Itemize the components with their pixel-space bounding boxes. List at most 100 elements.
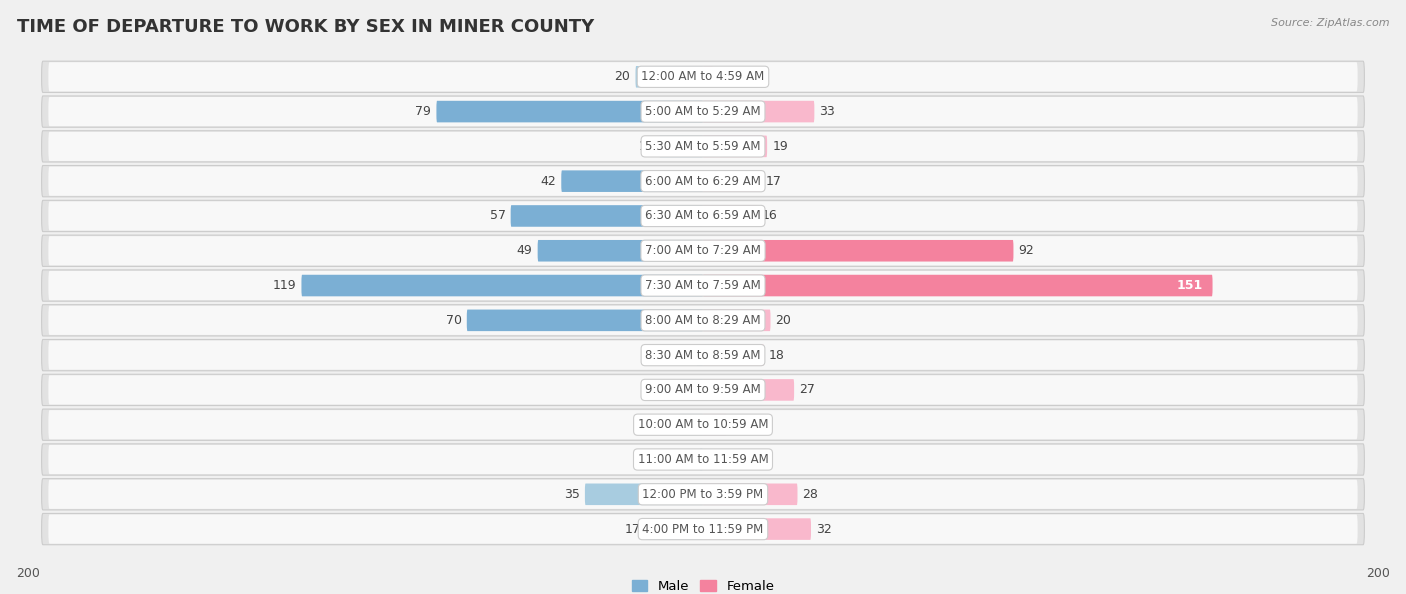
FancyBboxPatch shape: [42, 340, 1364, 371]
Text: 5:30 AM to 5:59 AM: 5:30 AM to 5:59 AM: [645, 140, 761, 153]
FancyBboxPatch shape: [703, 135, 768, 157]
Text: 200: 200: [17, 567, 39, 580]
FancyBboxPatch shape: [703, 309, 770, 331]
Text: 200: 200: [1367, 567, 1389, 580]
Text: 79: 79: [416, 105, 432, 118]
FancyBboxPatch shape: [42, 61, 1364, 93]
Text: 151: 151: [1177, 279, 1202, 292]
FancyBboxPatch shape: [42, 131, 1364, 162]
FancyBboxPatch shape: [679, 414, 703, 435]
FancyBboxPatch shape: [703, 66, 713, 87]
Text: 7:00 AM to 7:29 AM: 7:00 AM to 7:29 AM: [645, 244, 761, 257]
FancyBboxPatch shape: [48, 97, 1358, 126]
Text: 70: 70: [446, 314, 461, 327]
FancyBboxPatch shape: [48, 514, 1358, 544]
FancyBboxPatch shape: [703, 170, 761, 192]
FancyBboxPatch shape: [301, 275, 703, 296]
FancyBboxPatch shape: [703, 240, 1014, 261]
FancyBboxPatch shape: [42, 409, 1364, 440]
Text: 57: 57: [489, 210, 506, 223]
FancyBboxPatch shape: [703, 519, 811, 540]
Text: 1: 1: [686, 453, 695, 466]
Text: 8:00 AM to 8:29 AM: 8:00 AM to 8:29 AM: [645, 314, 761, 327]
Text: 17: 17: [765, 175, 782, 188]
FancyBboxPatch shape: [561, 170, 703, 192]
Text: 6:30 AM to 6:59 AM: 6:30 AM to 6:59 AM: [645, 210, 761, 223]
Text: 8:30 AM to 8:59 AM: 8:30 AM to 8:59 AM: [645, 349, 761, 362]
FancyBboxPatch shape: [48, 340, 1358, 369]
FancyBboxPatch shape: [48, 62, 1358, 91]
Text: 49: 49: [517, 244, 533, 257]
Text: 42: 42: [540, 175, 557, 188]
FancyBboxPatch shape: [696, 345, 703, 366]
Text: 6:00 AM to 6:29 AM: 6:00 AM to 6:29 AM: [645, 175, 761, 188]
FancyBboxPatch shape: [703, 345, 763, 366]
Text: 35: 35: [564, 488, 579, 501]
FancyBboxPatch shape: [679, 379, 703, 401]
FancyBboxPatch shape: [48, 480, 1358, 509]
Text: 0: 0: [709, 453, 716, 466]
Text: 5:00 AM to 5:29 AM: 5:00 AM to 5:29 AM: [645, 105, 761, 118]
FancyBboxPatch shape: [48, 201, 1358, 230]
Text: 20: 20: [614, 70, 630, 83]
FancyBboxPatch shape: [42, 513, 1364, 545]
Text: 7:30 AM to 7:59 AM: 7:30 AM to 7:59 AM: [645, 279, 761, 292]
Text: 19: 19: [772, 140, 787, 153]
Text: 119: 119: [273, 279, 297, 292]
FancyBboxPatch shape: [48, 236, 1358, 266]
Text: 4:00 PM to 11:59 PM: 4:00 PM to 11:59 PM: [643, 523, 763, 536]
FancyBboxPatch shape: [48, 166, 1358, 196]
FancyBboxPatch shape: [703, 275, 1212, 296]
Text: 17: 17: [624, 523, 641, 536]
FancyBboxPatch shape: [48, 271, 1358, 300]
Legend: Male, Female: Male, Female: [626, 575, 780, 594]
FancyBboxPatch shape: [703, 205, 756, 227]
FancyBboxPatch shape: [510, 205, 703, 227]
FancyBboxPatch shape: [700, 448, 703, 470]
FancyBboxPatch shape: [42, 305, 1364, 336]
FancyBboxPatch shape: [42, 166, 1364, 197]
FancyBboxPatch shape: [436, 101, 703, 122]
Text: 32: 32: [815, 523, 832, 536]
Text: 12:00 AM to 4:59 AM: 12:00 AM to 4:59 AM: [641, 70, 765, 83]
Text: 7: 7: [731, 418, 740, 431]
FancyBboxPatch shape: [42, 374, 1364, 406]
Text: 20: 20: [776, 314, 792, 327]
FancyBboxPatch shape: [703, 414, 727, 435]
FancyBboxPatch shape: [645, 519, 703, 540]
Text: 7: 7: [666, 418, 675, 431]
FancyBboxPatch shape: [659, 135, 703, 157]
Text: 7: 7: [666, 383, 675, 396]
FancyBboxPatch shape: [703, 484, 797, 505]
FancyBboxPatch shape: [703, 101, 814, 122]
FancyBboxPatch shape: [42, 270, 1364, 301]
FancyBboxPatch shape: [703, 379, 794, 401]
Text: 3: 3: [718, 70, 725, 83]
Text: 10:00 AM to 10:59 AM: 10:00 AM to 10:59 AM: [638, 418, 768, 431]
Text: 16: 16: [762, 210, 778, 223]
Text: 27: 27: [799, 383, 815, 396]
FancyBboxPatch shape: [42, 200, 1364, 232]
FancyBboxPatch shape: [585, 484, 703, 505]
Text: 11:00 AM to 11:59 AM: 11:00 AM to 11:59 AM: [638, 453, 768, 466]
FancyBboxPatch shape: [48, 445, 1358, 474]
Text: 92: 92: [1018, 244, 1035, 257]
FancyBboxPatch shape: [48, 375, 1358, 405]
Text: 9:00 AM to 9:59 AM: 9:00 AM to 9:59 AM: [645, 383, 761, 396]
Text: 2: 2: [683, 349, 692, 362]
Text: TIME OF DEPARTURE TO WORK BY SEX IN MINER COUNTY: TIME OF DEPARTURE TO WORK BY SEX IN MINE…: [17, 18, 595, 36]
Text: 28: 28: [803, 488, 818, 501]
FancyBboxPatch shape: [48, 306, 1358, 335]
Text: 13: 13: [638, 140, 654, 153]
FancyBboxPatch shape: [42, 444, 1364, 475]
FancyBboxPatch shape: [48, 410, 1358, 440]
Text: 33: 33: [820, 105, 835, 118]
FancyBboxPatch shape: [42, 96, 1364, 127]
FancyBboxPatch shape: [42, 479, 1364, 510]
Text: 12:00 PM to 3:59 PM: 12:00 PM to 3:59 PM: [643, 488, 763, 501]
FancyBboxPatch shape: [537, 240, 703, 261]
FancyBboxPatch shape: [48, 132, 1358, 161]
Text: Source: ZipAtlas.com: Source: ZipAtlas.com: [1271, 18, 1389, 28]
FancyBboxPatch shape: [42, 235, 1364, 267]
FancyBboxPatch shape: [467, 309, 703, 331]
